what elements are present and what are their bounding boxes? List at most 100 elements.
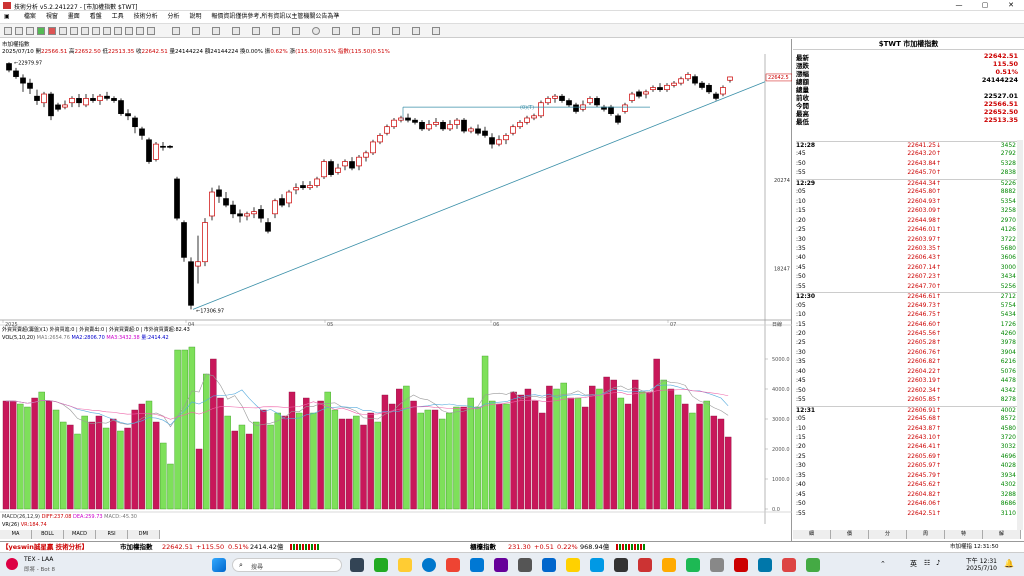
tick-row[interactable]: :40 22606.43↑ 3606 xyxy=(796,254,1020,262)
tick-row[interactable]: 12:29 22644.34↑ 5226 xyxy=(796,178,1020,187)
tool-zoom-icon[interactable] xyxy=(26,27,34,35)
tick-row[interactable]: :50 22602.34↑ 4342 xyxy=(796,387,1020,395)
tool-pen-icon[interactable] xyxy=(352,27,360,35)
tool-list-icon[interactable] xyxy=(125,27,133,35)
tool-compare-icon[interactable] xyxy=(103,27,111,35)
menu-view[interactable]: 畫面 xyxy=(67,13,80,20)
tick-row[interactable]: :35 22645.79↑ 3934 xyxy=(796,472,1020,480)
taskbar-time[interactable]: 下午 12:31 xyxy=(965,558,997,565)
tick-row[interactable]: :55 22642.51↑ 3110 xyxy=(796,510,1020,518)
tool-erase-icon[interactable] xyxy=(392,27,400,35)
tick-row[interactable]: :05 22645.80↑ 8882 xyxy=(796,188,1020,196)
notepad-icon[interactable] xyxy=(518,558,532,572)
tool-period-icon[interactable] xyxy=(114,27,122,35)
tick-row[interactable]: :20 22644.98↑ 2970 xyxy=(796,217,1020,225)
tool-hand-icon[interactable] xyxy=(15,27,23,35)
tick-row[interactable]: :25 22605.28↑ 3978 xyxy=(796,339,1020,347)
media-icon[interactable] xyxy=(782,558,796,572)
tool-cursor-icon[interactable] xyxy=(4,27,12,35)
network-icon[interactable]: ☷ xyxy=(924,559,931,567)
menu-tools[interactable]: 工具 xyxy=(111,13,124,20)
tab-week[interactable]: 周 xyxy=(907,530,945,539)
menu-watch[interactable]: 看盤 xyxy=(89,13,102,20)
edge-icon[interactable] xyxy=(422,558,436,572)
terminal-icon[interactable] xyxy=(614,558,628,572)
tool-arrow-icon[interactable] xyxy=(332,27,340,35)
tick-row[interactable]: :35 22603.35↑ 5680 xyxy=(796,245,1020,253)
yahoo-icon[interactable] xyxy=(494,558,508,572)
tool-hline-icon[interactable] xyxy=(192,27,200,35)
tool-marker-icon[interactable] xyxy=(48,27,56,35)
xbox-icon[interactable] xyxy=(374,558,388,572)
tool-save-icon[interactable] xyxy=(432,27,440,35)
tool-wave-icon[interactable] xyxy=(272,27,280,35)
app-menu-icon[interactable]: ▣ xyxy=(4,13,10,20)
tool-text2-icon[interactable] xyxy=(372,27,380,35)
tab-price[interactable]: 價 xyxy=(831,530,869,539)
calculator-icon[interactable] xyxy=(758,558,772,572)
tick-row[interactable]: :30 22606.76↑ 3904 xyxy=(796,349,1020,357)
tick-row[interactable]: :15 22603.09↑ 3258 xyxy=(796,207,1020,215)
chrome-icon[interactable] xyxy=(446,558,460,572)
tick-row[interactable]: :55 22645.70↑ 2838 xyxy=(796,169,1020,177)
tab-ma[interactable]: MA xyxy=(0,530,32,539)
tool-circle-icon[interactable] xyxy=(312,27,320,35)
tick-row[interactable]: :15 22646.60↑ 1726 xyxy=(796,321,1020,329)
tool-chart-icon[interactable] xyxy=(70,27,78,35)
language-indicator[interactable]: 英 xyxy=(910,560,917,568)
telegram-icon[interactable] xyxy=(590,558,604,572)
tick-row[interactable]: :10 22646.75↑ 5434 xyxy=(796,311,1020,319)
tick-row[interactable]: :20 22645.56↑ 4260 xyxy=(796,330,1020,338)
photos-icon[interactable] xyxy=(662,558,676,572)
tick-scrollbar[interactable] xyxy=(1017,140,1023,530)
tick-row[interactable]: :35 22606.82↑ 6216 xyxy=(796,358,1020,366)
store-icon[interactable] xyxy=(470,558,484,572)
tick-row[interactable]: :45 22603.19↑ 4478 xyxy=(796,377,1020,385)
tick-row[interactable]: :30 22603.97↑ 3722 xyxy=(796,236,1020,244)
tab-boll[interactable]: BOLL xyxy=(32,530,64,539)
tick-row[interactable]: :55 22647.70↑ 5256 xyxy=(796,283,1020,291)
tool-bars-icon[interactable] xyxy=(81,27,89,35)
tool-rect-icon[interactable] xyxy=(292,27,300,35)
tick-row[interactable]: 12:30 22646.61↑ 2712 xyxy=(796,292,1020,300)
minimize-button[interactable]: — xyxy=(955,1,963,9)
menu-technical[interactable]: 技術分析 xyxy=(133,13,158,20)
tab-detail[interactable]: 細 xyxy=(793,530,831,539)
tick-row[interactable]: :50 22607.23↑ 3434 xyxy=(796,273,1020,281)
tick-row[interactable]: :50 22643.84↑ 5328 xyxy=(796,160,1020,168)
tick-row[interactable]: :50 22646.06↑ 8686 xyxy=(796,500,1020,508)
notification-app-icon[interactable] xyxy=(6,558,18,570)
tool-line-icon[interactable] xyxy=(172,27,180,35)
tool-indicator-icon[interactable] xyxy=(92,27,100,35)
tool-grid-icon[interactable] xyxy=(37,27,45,35)
chart-canvas[interactable]: (0)(T) ←22979.97 ←17306.97 22642.5 20274 182… xyxy=(0,39,792,529)
trading-app-icon[interactable] xyxy=(734,558,748,572)
tool-text-icon[interactable] xyxy=(136,27,144,35)
menu-window[interactable]: 視窗 xyxy=(45,13,58,20)
tool-layout-icon[interactable] xyxy=(147,27,155,35)
close-button[interactable]: ✕ xyxy=(1008,1,1014,9)
tick-row[interactable]: :45 22607.14↑ 3000 xyxy=(796,264,1020,272)
windows-start-icon[interactable] xyxy=(212,558,226,572)
menu-file[interactable]: 檔案 xyxy=(23,13,36,20)
taskbar-search-box[interactable]: ⌕ 搜尋 xyxy=(232,558,342,572)
tray-chevron-icon[interactable]: ⌃ xyxy=(880,560,886,568)
tab-minute[interactable]: 分 xyxy=(869,530,907,539)
kakao-icon[interactable] xyxy=(566,558,580,572)
tick-row[interactable]: :40 22645.62↑ 4302 xyxy=(796,481,1020,489)
tick-row[interactable]: 12:28 22641.25↓ 3452 xyxy=(796,141,1020,149)
tab-rsi[interactable]: RSI xyxy=(96,530,128,539)
tick-row[interactable]: :55 22605.85↑ 8278 xyxy=(796,396,1020,404)
tick-row[interactable]: :10 22604.93↑ 5354 xyxy=(796,198,1020,206)
tool-vline-icon[interactable] xyxy=(212,27,220,35)
tick-row[interactable]: :45 22604.82↑ 3288 xyxy=(796,491,1020,499)
tick-row[interactable]: :05 22645.68↑ 8572 xyxy=(796,415,1020,423)
app-extra-icon[interactable] xyxy=(806,558,820,572)
file-explorer-icon[interactable] xyxy=(398,558,412,572)
tick-row[interactable]: :05 22649.73↑ 5754 xyxy=(796,302,1020,310)
tick-row[interactable]: :45 22643.20↑ 2792 xyxy=(796,150,1020,158)
line-icon[interactable] xyxy=(686,558,700,572)
maximize-button[interactable]: ▢ xyxy=(981,1,989,9)
tab-dmi[interactable]: DMI xyxy=(128,530,160,539)
pdf-icon[interactable] xyxy=(638,558,652,572)
